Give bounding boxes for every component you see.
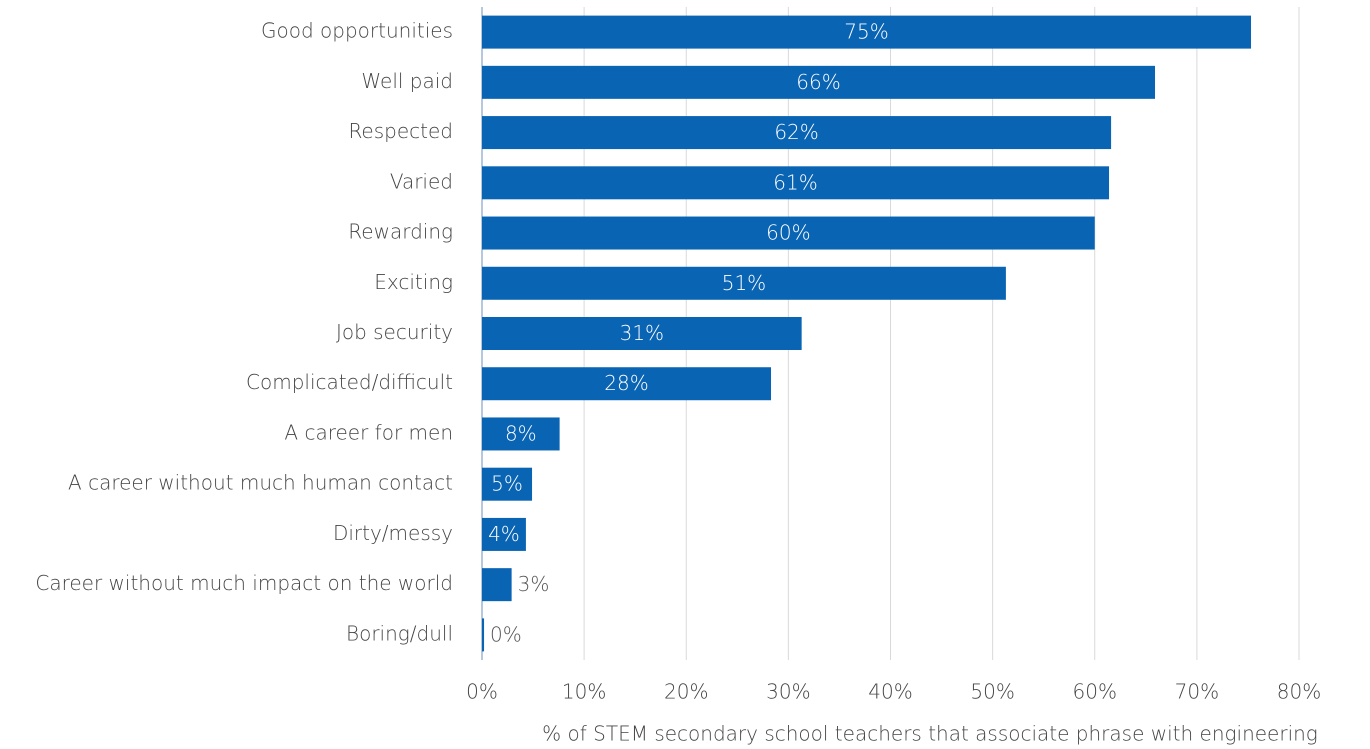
x-tick-label: 0%	[466, 680, 498, 704]
y-tick-label: Respected	[348, 119, 453, 143]
x-tick-label: 30%	[766, 680, 810, 704]
bar	[482, 618, 485, 652]
y-tick-label: Dirty/messy	[333, 521, 453, 545]
y-tick-label: Complicated/difficult	[246, 370, 453, 394]
x-tick-label: 80%	[1277, 680, 1321, 704]
bar	[482, 166, 1110, 200]
x-tick-label: 50%	[970, 680, 1014, 704]
x-tick-label: 20%	[664, 680, 708, 704]
data-label: 31%	[620, 321, 664, 345]
data-label: 61%	[773, 170, 817, 194]
bar	[482, 216, 1095, 250]
bar	[482, 15, 1252, 49]
x-tick-label: 70%	[1175, 680, 1219, 704]
bar	[482, 467, 533, 501]
y-tick-label: Career without much impact on the world	[35, 571, 453, 595]
bar	[482, 317, 802, 350]
x-axis-label: % of STEM secondary school teachers that…	[542, 722, 1318, 746]
data-label: 51%	[722, 271, 766, 295]
data-label: 5%	[491, 472, 523, 496]
bar	[482, 266, 1006, 300]
y-tick-label: Well paid	[361, 69, 453, 93]
data-label: 4%	[488, 522, 520, 546]
y-tick-label: A career without much human contact	[68, 471, 453, 495]
bar	[482, 367, 772, 401]
data-label: 0%	[490, 622, 522, 646]
y-tick-label: Boring/dull	[346, 621, 453, 645]
data-label: 66%	[796, 70, 840, 94]
y-tick-label: Varied	[390, 169, 453, 193]
data-label: 8%	[505, 421, 537, 445]
y-tick-label: Good opportunities	[261, 19, 453, 43]
x-tick-label: 40%	[868, 680, 912, 704]
bar	[482, 417, 560, 451]
bar	[482, 517, 526, 551]
bar	[482, 65, 1156, 99]
y-tick-label: Rewarding	[348, 220, 453, 244]
x-tick-label: 10%	[562, 680, 606, 704]
data-label: 28%	[604, 371, 648, 395]
data-label: 62%	[774, 120, 818, 144]
data-label: 60%	[766, 221, 810, 245]
bar	[482, 568, 512, 602]
data-label: 3%	[518, 572, 550, 596]
y-tick-label: Exciting	[374, 270, 453, 294]
x-tick-label: 60%	[1073, 680, 1117, 704]
data-label: 75%	[844, 20, 888, 44]
y-tick-label: Job security	[336, 320, 453, 344]
y-tick-label: A career for men	[284, 420, 453, 444]
bar	[482, 116, 1112, 150]
